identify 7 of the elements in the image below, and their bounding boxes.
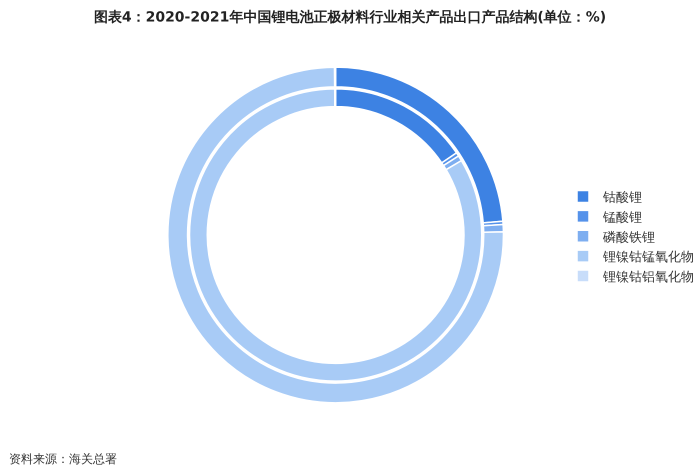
- legend-label: 锂镍钴锰氧化物: [602, 250, 694, 266]
- legend-label: 锰酸锂: [602, 210, 642, 226]
- text: 资料来源：海关总署: [9, 452, 117, 466]
- chart-title: 图表4：2020-2021年中国锂电池正极材料行业相关产品出口产品结构(单位：%): [94, 8, 606, 26]
- legend-label: 锂镍钴铝氧化物: [602, 270, 694, 286]
- legend-label: 钴酸锂: [602, 190, 642, 206]
- legend-label: 磷酸铁锂: [602, 230, 655, 246]
